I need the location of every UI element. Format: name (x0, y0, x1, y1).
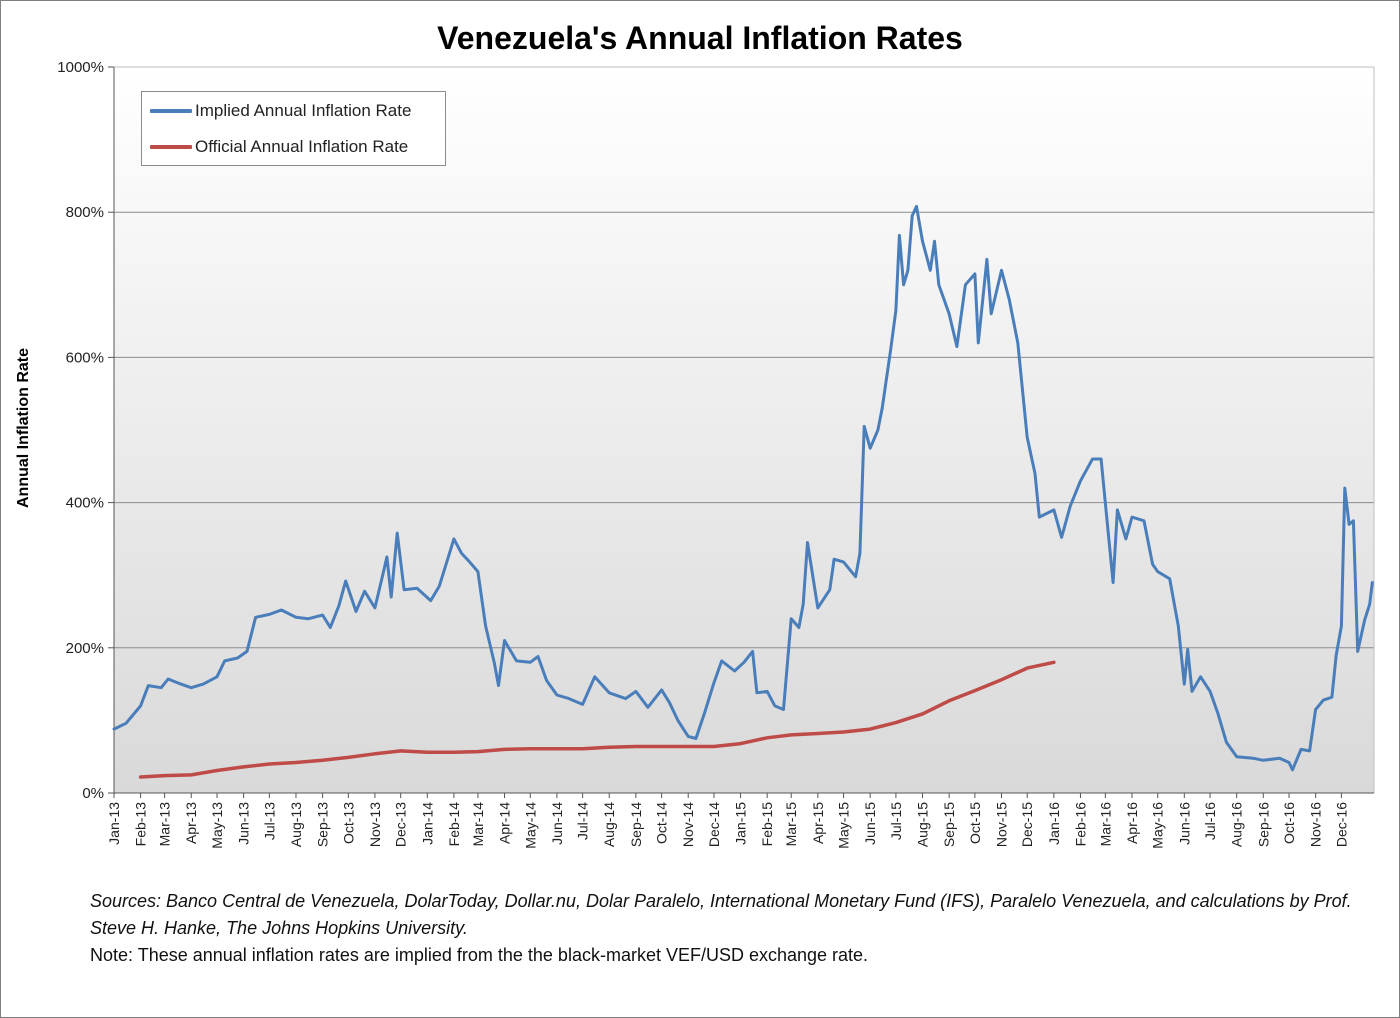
x-tick-label: Nov-16 (1308, 802, 1324, 847)
legend-item-implied: Implied Annual Inflation Rate (150, 100, 411, 122)
plot-background (114, 67, 1374, 793)
y-tick-label: 800% (66, 204, 104, 221)
note-text: Note: These annual inflation rates are i… (90, 945, 869, 965)
x-tick-label: Oct-16 (1281, 802, 1297, 844)
x-tick-label: Feb-15 (759, 802, 775, 847)
notes: Sources: Banco Central de Venezuela, Dol… (90, 888, 1380, 969)
x-tick-label: Feb-13 (133, 802, 149, 847)
x-tick-label: Sep-13 (315, 802, 331, 847)
legend-swatch-official (150, 145, 192, 149)
x-tick-label: Feb-14 (446, 802, 462, 847)
x-tick-label: Aug-13 (288, 802, 304, 847)
x-tick-label: Dec-16 (1333, 802, 1349, 847)
x-tick-label: Jun-16 (1176, 802, 1192, 845)
x-tick-label: Aug-14 (601, 802, 617, 847)
legend-swatch-implied (150, 109, 192, 113)
legend-label-official: Official Annual Inflation Rate (195, 137, 409, 156)
y-tick-label: 400% (66, 495, 104, 512)
x-tick-label: Aug-15 (915, 802, 931, 847)
x-tick-label: Jan-16 (1046, 802, 1062, 845)
x-tick-label: Apr-15 (810, 802, 826, 844)
x-tick-label: Mar-13 (157, 802, 173, 847)
x-tick-label: Feb-16 (1072, 802, 1088, 847)
official-inflation-line (138, 660, 1056, 779)
x-tick-label: Oct-15 (967, 802, 983, 844)
x-tick-label: Apr-13 (183, 802, 199, 844)
x-tick-label: Apr-16 (1124, 802, 1140, 844)
x-tick-label: Jun-15 (862, 802, 878, 845)
x-tick-label: Nov-15 (993, 802, 1009, 847)
x-tick-label: Jul-13 (261, 802, 277, 840)
x-tick-label: Jul-15 (888, 802, 904, 840)
x-tick-label: Jun-14 (549, 802, 565, 845)
implied-inflation-line (112, 204, 1374, 772)
y-tick-label: 600% (66, 349, 104, 366)
x-tick-label: Dec-13 (393, 802, 409, 847)
x-tick-label: Nov-14 (680, 802, 696, 847)
y-tick-label: 0% (82, 785, 104, 802)
y-tick-label: 1000% (57, 59, 104, 76)
x-tick-label: Jan-13 (106, 802, 122, 845)
legend-item-official: Official Annual Inflation Rate (150, 136, 408, 158)
x-tick-label: May-13 (209, 802, 225, 849)
x-tick-label: Mar-15 (783, 802, 799, 847)
x-tick-label: Dec-15 (1019, 802, 1035, 847)
sources-text: Sources: Banco Central de Venezuela, Dol… (90, 891, 1352, 938)
legend: Implied Annual Inflation Rate Official A… (141, 91, 446, 166)
x-tick-label: Jul-14 (575, 802, 591, 840)
series-lines (112, 204, 1374, 779)
x-tick-label: Mar-14 (470, 802, 486, 847)
x-tick-label: Oct-13 (340, 802, 356, 844)
x-tick-label: Sep-14 (628, 802, 644, 847)
y-axis-title-text: Annual Inflation Rate (15, 348, 32, 508)
x-tick-label: Apr-14 (497, 802, 513, 844)
x-axis: Jan-13 Feb-13 Mar-13 Apr-13 May-13 Jun-13 Jul-… (106, 792, 1374, 849)
x-tick-label: Oct-14 (654, 802, 670, 844)
x-tick-label: Jun-13 (236, 802, 252, 845)
legend-label-implied: Implied Annual Inflation Rate (195, 101, 412, 120)
x-tick-label: Sep-15 (941, 802, 957, 847)
x-tick-label: May-14 (522, 802, 538, 849)
x-tick-label: Aug-16 (1229, 802, 1245, 847)
x-tick-label: Nov-13 (367, 802, 383, 847)
x-tick-label: Jan-15 (733, 802, 749, 845)
x-tick-label: Sep-16 (1255, 802, 1271, 847)
x-tick-label: Dec-14 (706, 802, 722, 847)
x-tick-label: May-15 (836, 802, 852, 849)
y-tick-label: 200% (66, 640, 104, 657)
x-tick-label: Jul-16 (1202, 802, 1218, 840)
y-axis: 0% 200% 400% 600% 800% 1000% (57, 59, 1375, 802)
x-tick-label: Jan-14 (419, 802, 435, 845)
x-tick-label: May-16 (1150, 802, 1166, 849)
chart-title: Venezuela's Annual Inflation Rates (437, 20, 963, 56)
x-tick-label: Mar-16 (1097, 802, 1113, 847)
